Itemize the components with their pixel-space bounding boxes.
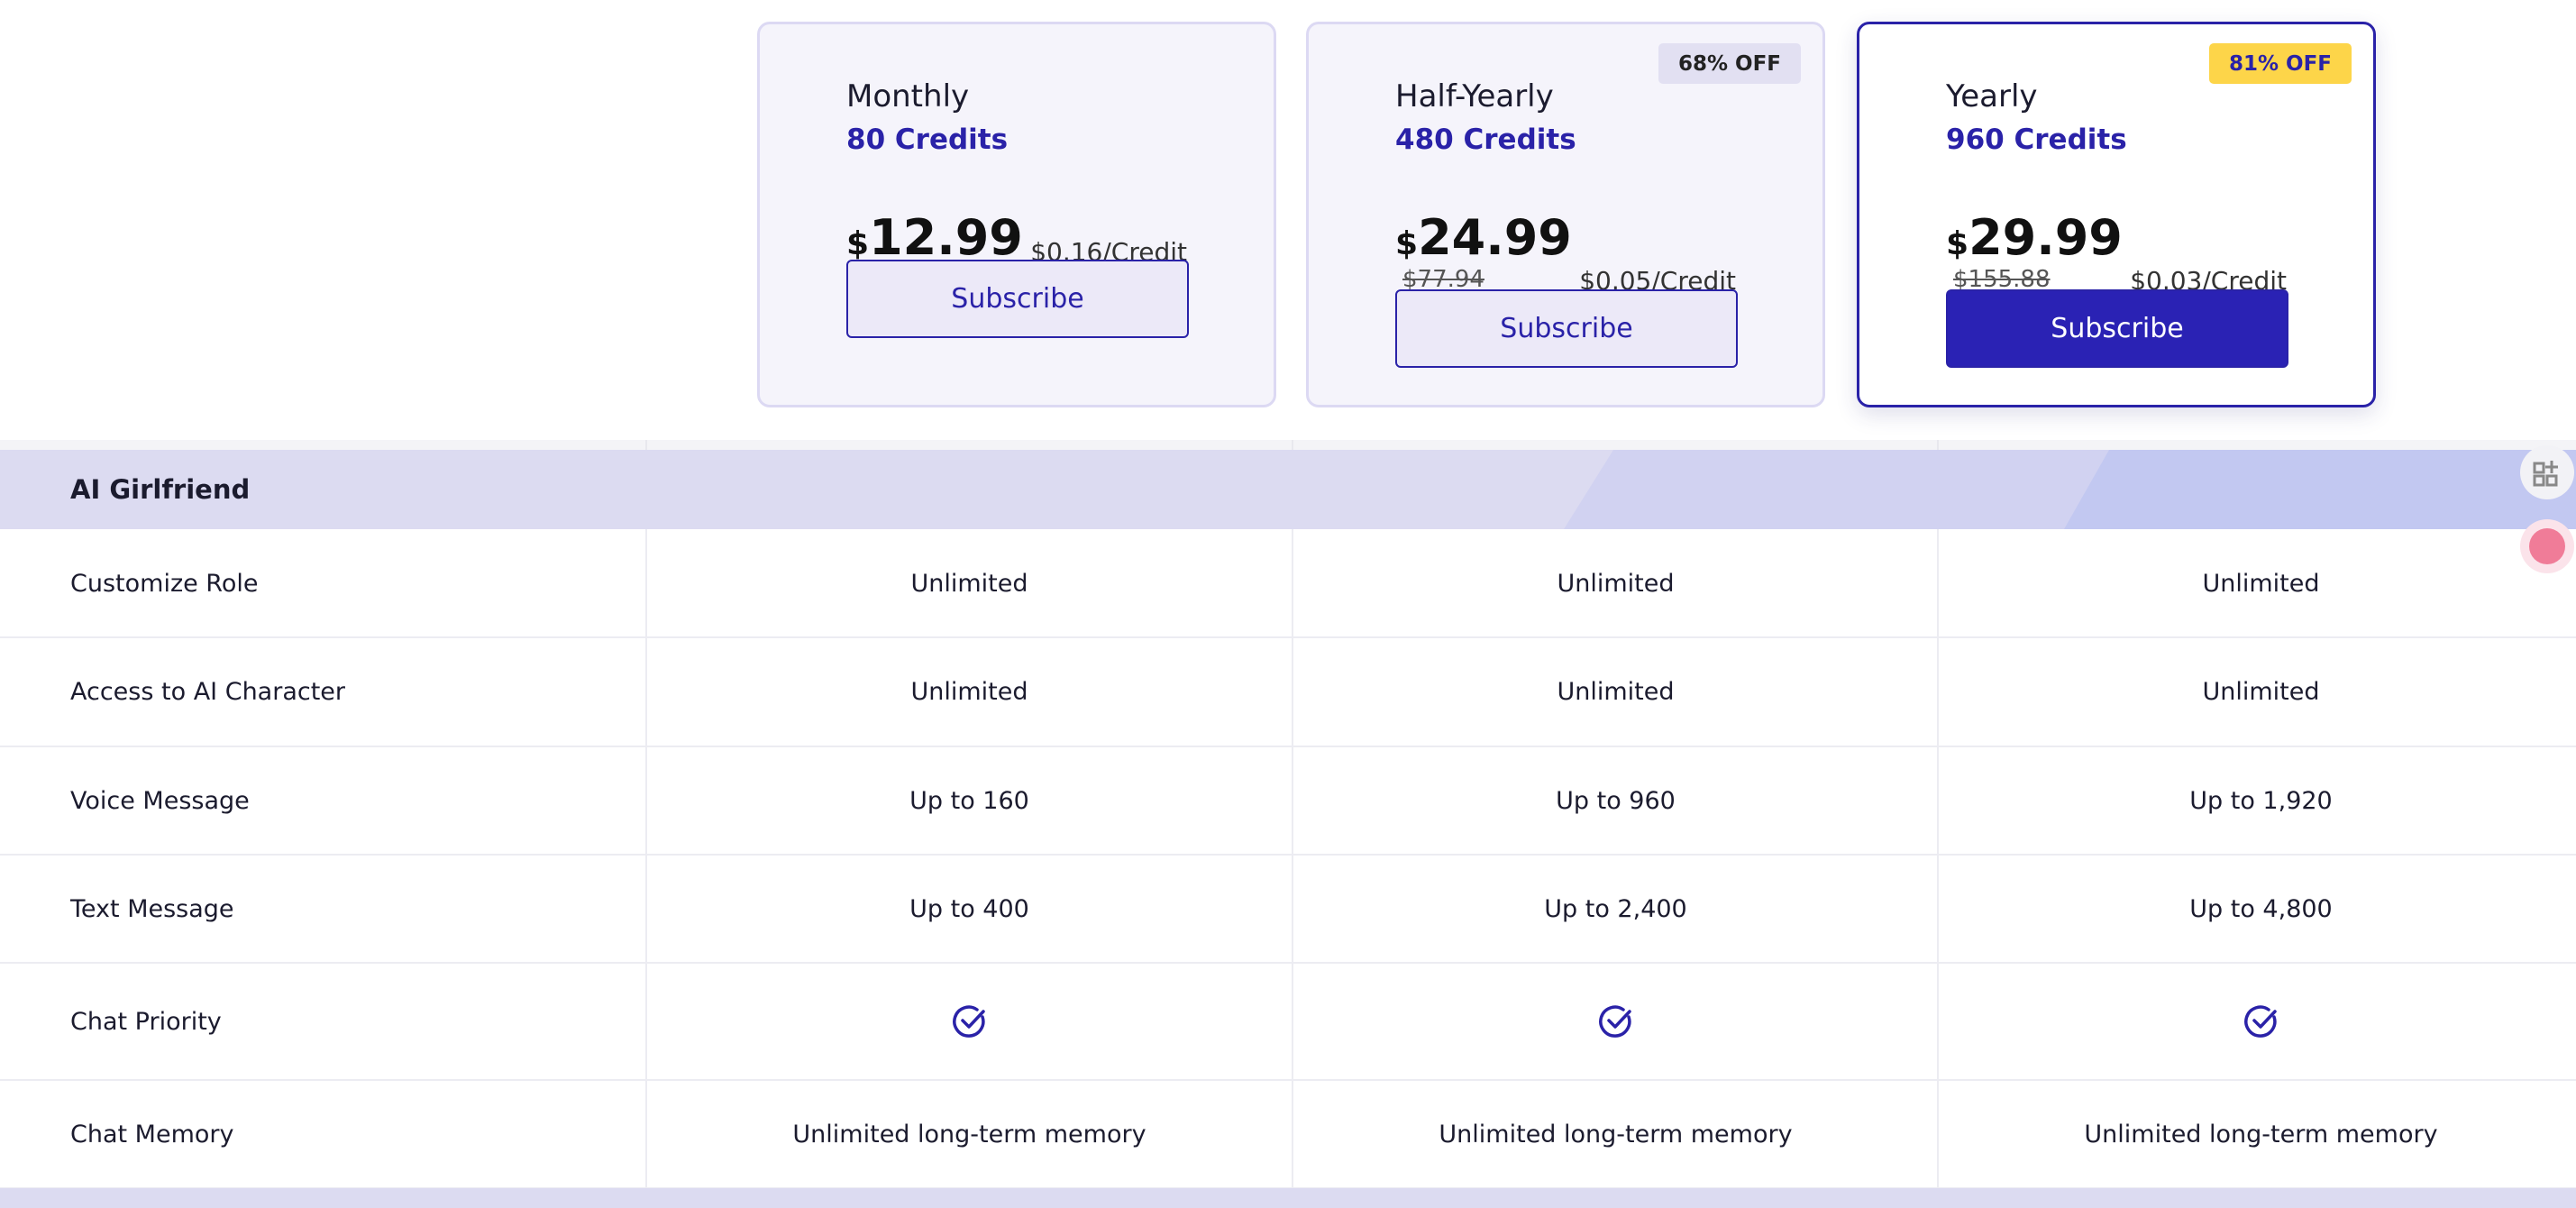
feature-label: Chat Memory: [70, 1120, 234, 1149]
feature-value: Unlimited long-term memory: [1439, 1120, 1793, 1149]
subscribe-button[interactable]: Subscribe: [846, 260, 1189, 338]
feature-value: Unlimited long-term memory: [2084, 1120, 2438, 1149]
column-divider: [645, 746, 647, 855]
column-divider: [1292, 637, 1293, 746]
feature-value: Up to 160: [909, 786, 1029, 815]
column-divider: [1292, 1080, 1293, 1188]
column-divider: [1937, 963, 1939, 1080]
column-divider: [645, 440, 647, 450]
plan-credits: 480 Credits: [1395, 124, 1576, 156]
feature-value: Unlimited: [1557, 569, 1675, 598]
discount-badge: 81% OFF: [2208, 43, 2352, 84]
top-strip: [0, 440, 2576, 450]
header-decoration: [1564, 450, 2576, 529]
feature-value: Unlimited: [910, 569, 1028, 598]
section-header: AI Girlfriend: [0, 450, 2576, 529]
plan-name: Half-Yearly: [1395, 78, 1554, 114]
check-icon: [952, 1005, 985, 1038]
row-divider: [0, 962, 2576, 964]
check-cell: [1293, 963, 1938, 1080]
check-icon: [2243, 1005, 2277, 1038]
column-divider: [645, 855, 647, 963]
price-value: 29.99: [1969, 209, 2123, 266]
original-price: $155.88: [1953, 266, 2051, 293]
plan-name: Monthly: [846, 78, 970, 114]
price-value: 12.99: [869, 209, 1023, 266]
feature-label: Customize Role: [70, 569, 259, 598]
feature-label: Chat Priority: [70, 1007, 222, 1036]
feature-value: Up to 4,800: [2189, 894, 2333, 923]
section-title: AI Girlfriend: [70, 474, 251, 505]
price: $24.99: [1395, 209, 1572, 266]
plan-name: Yearly: [1946, 78, 2038, 114]
column-divider: [1937, 746, 1939, 855]
column-divider: [1937, 529, 1939, 637]
plan-card: Yearly 960 Credits 81% OFF $29.99 $155.88 $0.…: [1857, 22, 2376, 407]
feature-value: Up to 960: [1556, 786, 1676, 815]
feature-value: Up to 2,400: [1544, 894, 1687, 923]
column-divider: [645, 963, 647, 1080]
plan-card: Half-Yearly 480 Credits 68% OFF $24.99 $77.9…: [1306, 22, 1825, 407]
row-divider: [0, 746, 2576, 747]
check-cell: [647, 963, 1292, 1080]
discount-badge: 68% OFF: [1658, 43, 1801, 84]
column-divider: [1292, 963, 1293, 1080]
plan-card: Monthly 80 Credits $12.99 $0.16/Credit Subsc…: [757, 22, 1276, 407]
row-divider: [0, 1079, 2576, 1081]
feature-label: Access to AI Character: [70, 678, 346, 706]
column-divider: [645, 529, 647, 637]
column-divider: [645, 637, 647, 746]
feature-value: Unlimited: [2202, 569, 2320, 598]
subscribe-button[interactable]: Subscribe: [1946, 289, 2288, 368]
column-divider: [1292, 440, 1293, 450]
price-value: 24.99: [1418, 209, 1572, 266]
original-price: $77.94: [1402, 266, 1484, 293]
check-cell: [1939, 963, 2576, 1080]
column-divider: [645, 1080, 647, 1188]
column-divider: [1292, 746, 1293, 855]
column-divider: [1292, 855, 1293, 963]
check-icon: [1598, 1005, 1631, 1038]
side-tools: [2520, 445, 2574, 573]
currency: $: [846, 225, 870, 262]
row-divider: [0, 854, 2576, 856]
column-divider: [1937, 637, 1939, 746]
feature-value: Unlimited: [910, 678, 1028, 706]
feature-label: Text Message: [70, 894, 234, 923]
currency: $: [1946, 225, 1969, 262]
feature-value: Up to 400: [909, 894, 1029, 923]
column-divider: [1937, 855, 1939, 963]
column-divider: [1937, 440, 1939, 450]
feature-value: Up to 1,920: [2189, 786, 2333, 815]
subscribe-button[interactable]: Subscribe: [1395, 289, 1738, 368]
bottom-band: [0, 1188, 2576, 1208]
feature-value: Unlimited long-term memory: [792, 1120, 1146, 1149]
column-divider: [1937, 1080, 1939, 1188]
column-divider: [1292, 529, 1293, 637]
row-divider: [0, 636, 2576, 638]
price: $12.99: [846, 209, 1023, 266]
plan-credits: 960 Credits: [1946, 124, 2127, 156]
feature-label: Voice Message: [70, 786, 250, 815]
currency: $: [1395, 225, 1419, 262]
plan-credits: 80 Credits: [846, 124, 1009, 156]
price: $29.99: [1946, 209, 2123, 266]
feature-value: Unlimited: [1557, 678, 1675, 706]
feature-value: Unlimited: [2202, 678, 2320, 706]
